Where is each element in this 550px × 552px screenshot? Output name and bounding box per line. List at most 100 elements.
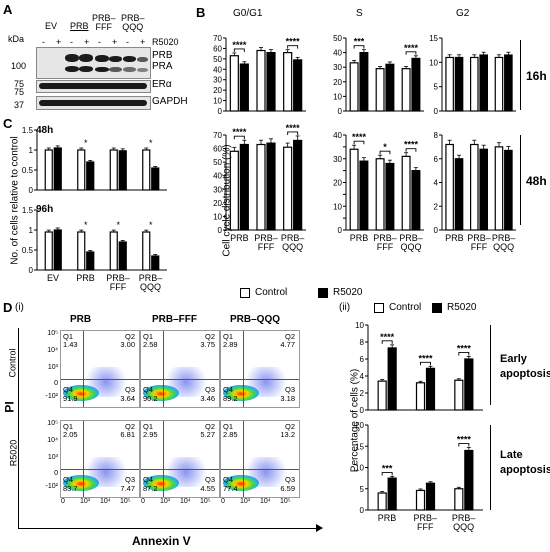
y-tick-label: 50 [213, 55, 222, 64]
cells-xcat: PRB [76, 273, 95, 283]
bar-control [256, 49, 266, 112]
quadrant-value-q3: 3.18 [280, 394, 295, 403]
y-tick-label: 40 [333, 49, 342, 58]
legend-d-r5020: R5020 [447, 302, 477, 313]
bar-r5020 [504, 149, 513, 231]
flow-col-title-prb: PRB [70, 314, 92, 325]
treatment-mark: + [56, 37, 62, 47]
flow-plot: Q1 2.05 Q2 6.81 Q3 7.47 Q4 83.7 [60, 420, 140, 498]
bar-control [349, 62, 359, 112]
y-tick-label: 20 [213, 86, 222, 95]
bar-r5020 [504, 54, 513, 112]
bar-r5020 [53, 147, 62, 191]
panel-label-d-i: (i) [15, 302, 24, 313]
significance-marker: * [383, 142, 387, 152]
significance-bracket [353, 140, 365, 145]
y-tick-label: 10 [355, 464, 364, 473]
cell-cycle-ylabel: Cell cycle distribution (%) [221, 144, 233, 257]
cell-cycle-xcat: PRB– QQQ [280, 233, 305, 252]
row-label-16h: 16h [526, 69, 547, 83]
cell-cycle-xcat: PRB [445, 233, 464, 243]
y-tick-label: 2 [434, 202, 439, 211]
row-label-late: Late apoptosis [500, 449, 550, 476]
significance-marker: * [149, 138, 153, 148]
cells-xcat: PRB– QQQ [138, 273, 163, 292]
flow-y-tick: 10⁴ [47, 347, 58, 354]
cell-cycle-xcat: PRB– FFF [254, 233, 278, 252]
y-tick-label: 30 [333, 63, 342, 72]
y-tick-label: 10 [355, 321, 364, 330]
quadrant-value-q1: 2.85 [223, 430, 238, 439]
y-tick-label: 8 [360, 338, 365, 347]
treatment-mark: - [98, 37, 101, 47]
flow-col-title-prb-fff: PRB–FFF [152, 314, 197, 325]
significance-marker: * [116, 220, 120, 230]
cells-ylabel: No. of cells relative to control [9, 136, 21, 265]
quadrant-gate-h [221, 379, 299, 380]
band-label-prb: PRB [152, 50, 173, 61]
quadrant-name: Q4 [143, 475, 154, 484]
y-tick-label: 10 [333, 92, 342, 101]
y-tick-label: 1.5 [22, 206, 34, 215]
band-label-gapdh: GAPDH [152, 96, 188, 107]
bar-r5020 [464, 449, 474, 511]
flow-x-tick: 10³ [160, 498, 171, 505]
significance-marker: **** [286, 123, 301, 133]
significance-bracket [420, 361, 431, 366]
significance-bracket [353, 45, 365, 49]
bar-r5020 [464, 358, 474, 411]
bar-control [401, 155, 411, 231]
y-tick-label: 50 [333, 34, 342, 43]
y-tick-label: 30 [213, 185, 222, 194]
bar-r5020 [151, 255, 160, 271]
band-label-er-alpha: ERα [152, 79, 172, 90]
flow-y-tick: 10⁵ [47, 420, 58, 427]
significance-marker: *** [382, 464, 393, 474]
quadrant-value-q3: 4.55 [200, 484, 215, 493]
y-tick-label: 5 [434, 83, 439, 92]
cell-cycle-xcat: PRB– QQQ [399, 233, 423, 252]
group-prb: PRB [70, 21, 89, 31]
quadrant-name: Q1 [63, 422, 74, 431]
row-label-48h: 48h [526, 174, 547, 188]
flow-plot: Q1 2.89 Q2 4.77 Q3 3.18 Q4 89.2 [220, 330, 300, 408]
treatment-mark: - [42, 37, 45, 47]
quadrant-name: Q2 [124, 332, 135, 341]
bar-r5020 [454, 56, 464, 112]
group-ev: EV [45, 21, 58, 31]
r5020-label: R5020 [152, 37, 179, 47]
bar-r5020 [454, 158, 464, 231]
quadrant-name: Q1 [223, 332, 234, 341]
quadrant-value-q3: 6.59 [280, 484, 295, 493]
phase-title-g0g1: G0/G1 [233, 8, 263, 19]
y-tick-label: 1 [29, 226, 34, 235]
y-tick-label: 8 [434, 131, 439, 140]
bar-r5020 [359, 51, 369, 112]
quadrant-value-q2: 6.81 [120, 430, 135, 439]
quadrant-name: Q4 [223, 475, 234, 484]
significance-bracket [405, 148, 417, 152]
flow-scatter-main [223, 385, 259, 401]
flow-x-tick: 10⁴ [260, 498, 271, 505]
quadrant-value-q1: 2.58 [143, 340, 158, 349]
bar-control [77, 231, 86, 271]
legend-d-swatch-r5020 [432, 303, 442, 313]
significance-marker: **** [380, 332, 395, 342]
flow-x-tick: 10³ [240, 498, 251, 505]
flow-scatter-main [63, 385, 99, 401]
treatment-mark: - [126, 37, 129, 47]
quadrant-gate-v [83, 331, 84, 407]
quadrant-name: Q2 [284, 332, 295, 341]
quadrant-value-q2: 3.00 [120, 340, 135, 349]
significance-marker: *** [354, 37, 365, 47]
y-tick-label: 6 [360, 355, 365, 364]
quadrant-name: Q4 [63, 475, 74, 484]
y-tick-label: 5 [360, 485, 365, 494]
y-tick-label: 60 [213, 44, 222, 53]
quadrant-gate-h [141, 469, 219, 470]
flow-plot: Q1 2.58 Q2 3.75 Q3 3.46 Q4 90.2 [140, 330, 220, 408]
quadrant-value-q1: 1.43 [63, 340, 78, 349]
mw-marker-75a: 75 [14, 79, 25, 89]
bar-r5020 [359, 160, 369, 231]
